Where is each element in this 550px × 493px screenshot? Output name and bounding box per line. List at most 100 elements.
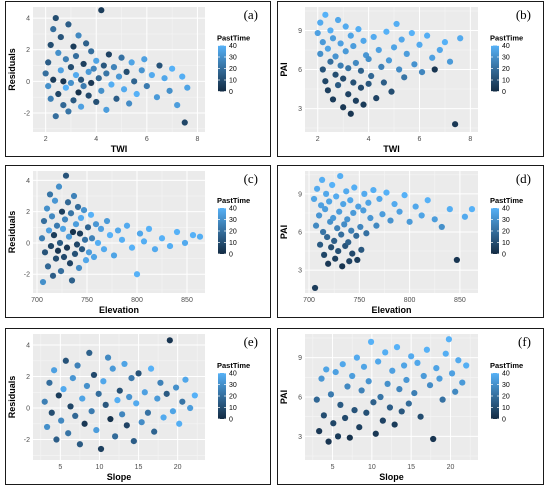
- data-point: [98, 7, 104, 13]
- data-point: [358, 68, 364, 74]
- x-tick-label: 10: [368, 464, 376, 471]
- data-point: [48, 243, 54, 249]
- legend-tick-label: 30: [502, 382, 510, 389]
- data-point: [337, 402, 343, 408]
- data-point: [331, 238, 337, 244]
- y-tick-label: 0: [26, 406, 30, 413]
- x-tick-label: 800: [131, 297, 143, 304]
- x-axis-label: TWI: [111, 144, 128, 154]
- data-point: [167, 243, 173, 249]
- data-point: [57, 240, 63, 246]
- data-point: [363, 230, 369, 236]
- data-point: [416, 42, 422, 48]
- data-point: [93, 221, 99, 227]
- data-point: [146, 226, 152, 232]
- x-tick-label: 5: [58, 464, 62, 471]
- data-point: [328, 244, 334, 250]
- data-point: [73, 72, 79, 78]
- panel-label: (a): [244, 7, 258, 22]
- data-point: [344, 383, 350, 389]
- data-point: [53, 113, 59, 119]
- data-point: [447, 59, 453, 65]
- data-point: [47, 191, 53, 197]
- data-point: [344, 216, 350, 222]
- data-point: [72, 251, 78, 257]
- y-tick-label: 6: [298, 395, 302, 402]
- data-point: [55, 50, 61, 56]
- scatter-plot-b: 2 4 6 8369TWIPAI(b)PastTime010203040: [278, 2, 543, 156]
- legend-title: PastTime: [490, 361, 523, 370]
- data-point: [384, 381, 390, 387]
- legend-tick-label: 40: [229, 43, 237, 50]
- data-point: [65, 199, 71, 205]
- data-point: [75, 204, 81, 210]
- panel-label: (f): [518, 334, 531, 349]
- data-point: [182, 377, 188, 383]
- data-point: [154, 94, 160, 100]
- legend-tick-label: 30: [229, 217, 237, 224]
- data-point: [156, 62, 162, 68]
- data-point: [321, 252, 327, 258]
- data-point: [107, 416, 113, 422]
- data-point: [370, 399, 376, 405]
- data-point: [111, 252, 117, 258]
- data-point: [338, 231, 344, 237]
- data-point: [68, 210, 74, 216]
- data-point: [383, 190, 389, 196]
- data-point: [91, 254, 97, 260]
- data-point: [74, 241, 80, 247]
- data-point: [379, 211, 385, 217]
- data-point: [137, 230, 143, 236]
- x-tick-label: 10: [96, 464, 104, 471]
- data-point: [320, 39, 326, 45]
- data-point: [67, 260, 73, 266]
- legend-tick-label: 40: [229, 371, 237, 378]
- data-point: [60, 386, 66, 392]
- data-point: [447, 206, 453, 212]
- data-point: [135, 370, 141, 376]
- data-point: [69, 277, 75, 283]
- data-point: [77, 230, 83, 236]
- x-axis-label: TWI: [383, 144, 400, 154]
- data-point: [70, 43, 76, 49]
- data-point: [325, 261, 331, 267]
- data-point: [316, 428, 322, 434]
- data-point: [50, 26, 56, 32]
- x-axis-label: Elevation: [99, 305, 139, 315]
- data-point: [151, 429, 157, 435]
- data-point: [326, 198, 332, 204]
- y-tick-label: 2: [26, 374, 30, 381]
- data-point: [91, 66, 97, 72]
- data-point: [429, 55, 435, 61]
- data-point: [85, 224, 91, 230]
- data-point: [154, 395, 160, 401]
- data-point: [387, 404, 393, 410]
- data-point: [103, 402, 109, 408]
- data-point: [124, 223, 130, 229]
- data-point: [49, 410, 55, 416]
- x-tick-label: 15: [407, 464, 415, 471]
- data-point: [383, 29, 389, 35]
- data-point: [349, 373, 355, 379]
- data-point: [121, 361, 127, 367]
- data-point: [330, 35, 336, 41]
- data-point: [314, 186, 320, 192]
- data-point: [349, 251, 355, 257]
- data-point: [452, 389, 458, 395]
- data-point: [54, 223, 60, 229]
- y-tick-label: 2: [26, 209, 30, 216]
- data-point: [355, 203, 361, 209]
- data-point: [160, 414, 166, 420]
- data-point: [345, 91, 351, 97]
- legend-title: PastTime: [490, 196, 523, 205]
- data-point: [317, 20, 323, 26]
- scatter-plot-c: 700 750 800 850-2024ElevationResiduals(c)Pa…: [6, 166, 270, 317]
- data-point: [187, 405, 193, 411]
- x-tick-label: 800: [404, 297, 416, 304]
- legend-tick-label: 40: [502, 371, 510, 378]
- legend-tick-label: 10: [502, 78, 510, 85]
- data-point: [360, 38, 366, 44]
- data-point: [407, 219, 413, 225]
- data-point: [338, 62, 344, 68]
- data-point: [353, 60, 359, 66]
